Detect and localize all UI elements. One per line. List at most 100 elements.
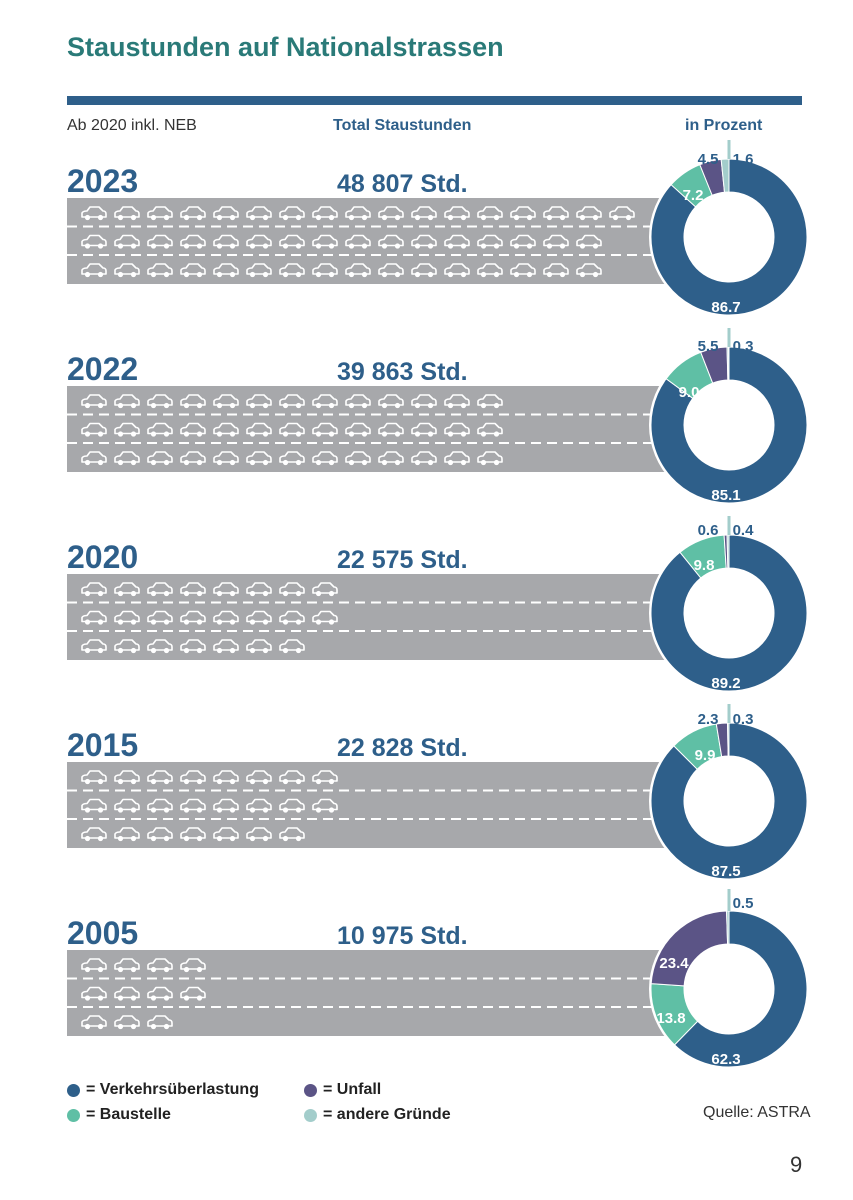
car-icon <box>81 798 107 811</box>
car-wheel <box>84 271 91 278</box>
car-wheel <box>348 271 355 278</box>
car-wheel <box>328 431 335 437</box>
car-wheel <box>84 778 91 785</box>
car-wheel <box>546 214 553 221</box>
car-icon <box>543 206 569 218</box>
car-icon <box>246 798 272 811</box>
car-wheel <box>592 271 599 278</box>
car-wheel <box>229 590 236 597</box>
car-icon <box>279 451 305 463</box>
car-wheel <box>196 835 203 842</box>
slice-label-andere: 1.6 <box>733 151 754 168</box>
car-wheel <box>249 807 256 813</box>
total-value: 22 575 Std. <box>337 546 468 574</box>
car-wheel <box>579 214 586 221</box>
car-icon <box>510 206 536 218</box>
car-icon <box>81 986 107 999</box>
car-wheel <box>130 966 137 973</box>
car-icon <box>312 422 338 435</box>
car-wheel <box>97 807 104 813</box>
car-wheel <box>196 647 203 654</box>
car-wheel <box>480 271 487 278</box>
car-wheel <box>117 590 124 597</box>
car-wheel <box>579 271 586 278</box>
car-wheel <box>295 807 302 813</box>
car-wheel <box>130 1023 137 1030</box>
car-wheel <box>427 431 434 437</box>
car-wheel <box>84 243 91 249</box>
car-wheel <box>249 778 256 785</box>
car-wheel <box>130 459 137 466</box>
note-label: Ab 2020 inkl. NEB <box>67 117 197 134</box>
car-wheel <box>315 807 322 813</box>
legend-andere-swatch <box>304 1108 317 1122</box>
car-wheel <box>295 647 302 654</box>
car-wheel <box>381 459 388 466</box>
car-wheel <box>163 835 170 842</box>
car-wheel <box>427 214 434 221</box>
car-wheel <box>84 619 91 625</box>
car-icon <box>246 582 272 594</box>
donut-slice-verkehr <box>650 722 808 880</box>
car-wheel <box>328 214 335 221</box>
car-wheel <box>427 243 434 249</box>
car-wheel <box>117 966 124 973</box>
car-wheel <box>315 243 322 249</box>
car-icon <box>114 206 140 218</box>
car-icon <box>312 798 338 811</box>
car-wheel <box>295 619 302 625</box>
car-wheel <box>493 402 500 409</box>
legend-baustelle-swatch <box>67 1108 80 1122</box>
car-wheel <box>196 778 203 785</box>
car-wheel <box>381 402 388 409</box>
car-icon <box>147 206 173 218</box>
car-wheel <box>249 619 256 625</box>
car-icon <box>444 394 470 406</box>
car-icon <box>246 770 272 782</box>
car-icon <box>543 234 569 247</box>
car-icon <box>81 206 107 218</box>
car-wheel <box>84 835 91 842</box>
car-wheel <box>295 431 302 437</box>
car-wheel <box>328 402 335 409</box>
car-wheel <box>163 995 170 1001</box>
car-wheel <box>117 995 124 1001</box>
car-wheel <box>381 214 388 221</box>
car-wheel <box>183 214 190 221</box>
car-wheel <box>460 271 467 278</box>
car-icon <box>345 263 371 275</box>
car-wheel <box>84 807 91 813</box>
car-icon <box>147 798 173 811</box>
car-icon <box>345 451 371 463</box>
car-wheel <box>97 431 104 437</box>
year-label: 2023 <box>67 163 138 199</box>
car-icon <box>114 263 140 275</box>
car-icon <box>279 770 305 782</box>
car-wheel <box>579 243 586 249</box>
car-wheel <box>249 647 256 654</box>
donut-slice-verkehr <box>650 346 808 504</box>
car-wheel <box>196 402 203 409</box>
car-icon <box>114 798 140 811</box>
car-icon <box>180 639 206 651</box>
source-label: Quelle: ASTRA <box>703 1104 811 1121</box>
car-wheel <box>117 402 124 409</box>
car-wheel <box>328 459 335 466</box>
car-wheel <box>262 807 269 813</box>
car-icon <box>213 770 239 782</box>
car-wheel <box>117 431 124 437</box>
car-icon <box>114 639 140 651</box>
car-wheel <box>130 271 137 278</box>
car-wheel <box>97 590 104 597</box>
car-wheel <box>216 807 223 813</box>
car-icon <box>114 234 140 247</box>
car-wheel <box>183 271 190 278</box>
car-icon <box>114 827 140 839</box>
car-wheel <box>84 214 91 221</box>
car-wheel <box>163 402 170 409</box>
car-icon <box>213 394 239 406</box>
car-wheel <box>414 271 421 278</box>
car-wheel <box>196 243 203 249</box>
car-wheel <box>493 271 500 278</box>
car-icon <box>147 451 173 463</box>
